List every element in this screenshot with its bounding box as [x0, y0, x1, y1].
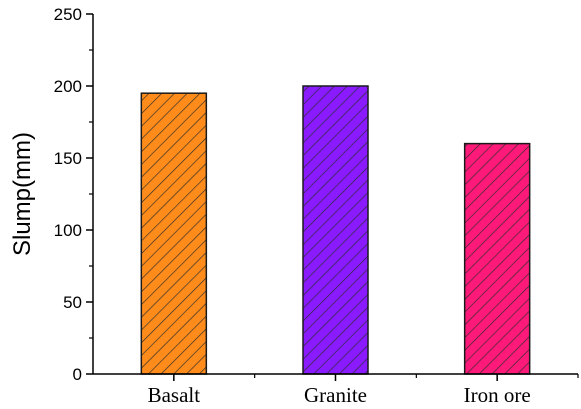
bar-basalt — [140, 92, 208, 375]
y-ticks-group: 0 50 100 150 200 250 — [54, 5, 93, 384]
y-tick-label: 100 — [54, 221, 82, 240]
y-tick-label: 0 — [73, 365, 82, 384]
bar-granite — [302, 85, 369, 375]
y-tick-label: 250 — [54, 5, 82, 24]
x-tick-label: Granite — [304, 383, 367, 407]
y-tick-label: 50 — [63, 293, 82, 312]
x-tick-label: Basalt — [148, 383, 201, 407]
y-tick-label: 150 — [54, 149, 82, 168]
x-tick-label: Iron ore — [464, 383, 531, 407]
bar-iron-ore — [463, 142, 531, 375]
x-ticks-group: Basalt Granite Iron ore — [148, 374, 579, 407]
bars-group — [140, 85, 531, 375]
y-axis-title: Slump(mm) — [9, 132, 36, 256]
y-tick-label: 200 — [54, 77, 82, 96]
